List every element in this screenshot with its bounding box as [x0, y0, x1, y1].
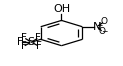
- Text: F: F: [35, 33, 41, 43]
- Text: F: F: [17, 37, 23, 47]
- Text: +: +: [96, 21, 102, 30]
- Text: −: −: [102, 27, 108, 36]
- Text: S: S: [28, 37, 35, 47]
- Text: N: N: [93, 22, 101, 32]
- Text: O: O: [99, 27, 106, 36]
- Text: OH: OH: [53, 4, 70, 14]
- Text: F: F: [21, 41, 27, 51]
- Text: F: F: [36, 41, 42, 51]
- Text: O: O: [100, 17, 107, 26]
- Text: F: F: [22, 33, 27, 43]
